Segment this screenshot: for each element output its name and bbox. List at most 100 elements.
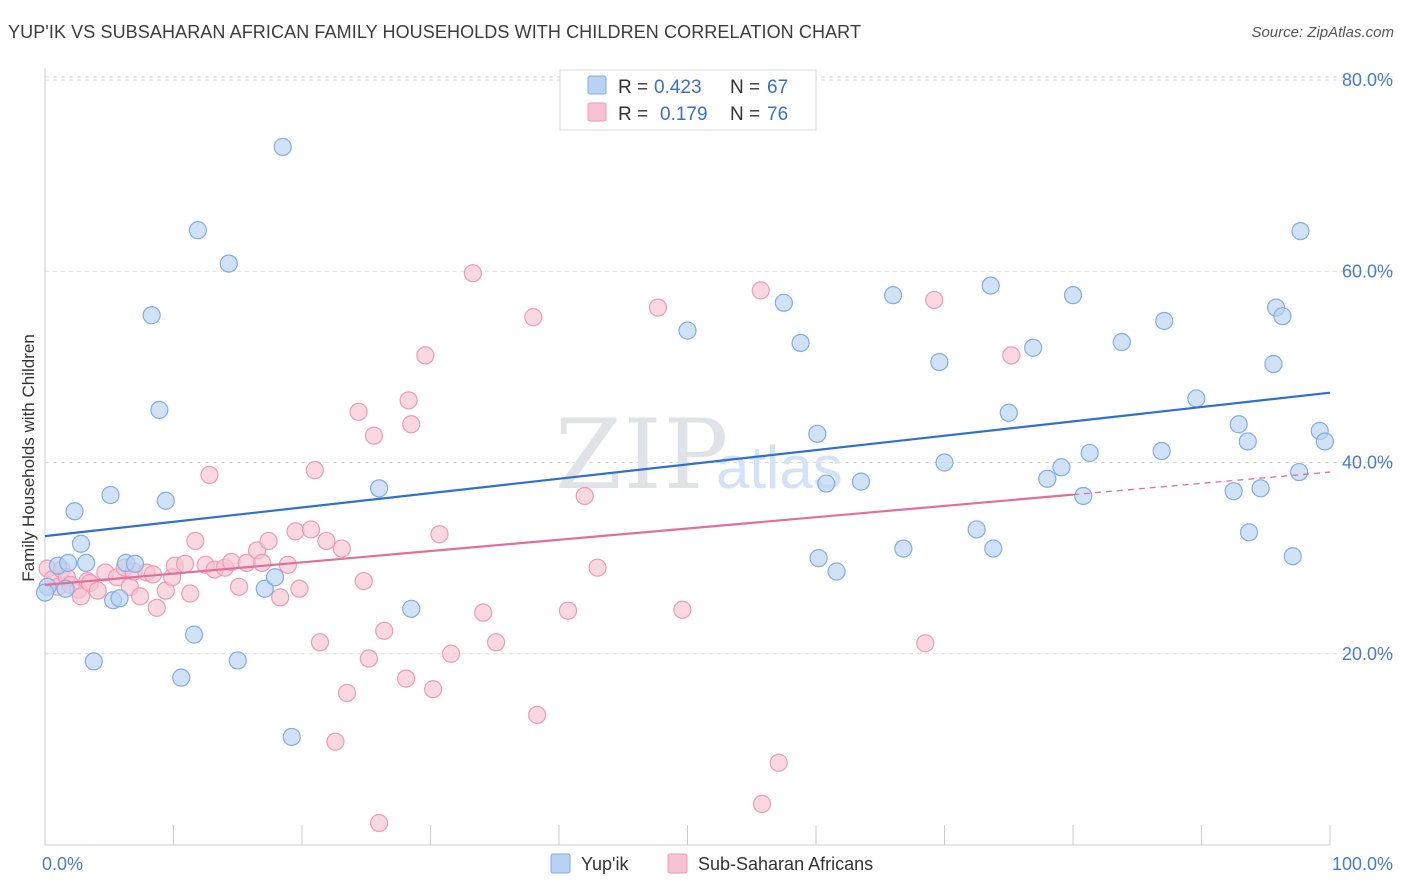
point-yupik: [402, 599, 421, 618]
point-yupik: [808, 424, 827, 443]
point-subsaharan: [229, 577, 249, 596]
point-subsaharan: [310, 633, 330, 652]
point-yupik: [101, 485, 120, 505]
point-yupik: [809, 549, 828, 568]
point-subsaharan: [370, 813, 389, 833]
point-subsaharan: [175, 554, 195, 573]
legend-swatch-yupik: [587, 75, 607, 95]
point-yupik: [678, 321, 697, 340]
point-subsaharan: [402, 415, 421, 434]
point-yupik: [1224, 482, 1243, 501]
legend-swatch-subsaharan: [587, 102, 607, 122]
point-yupik: [894, 539, 913, 558]
x-tick-label: 0.0%: [42, 854, 83, 874]
trend-lines: [44, 391, 1331, 586]
point-subsaharan: [71, 587, 91, 606]
point-yupik: [981, 276, 1000, 295]
y-tick-label: 40.0%: [1342, 453, 1393, 473]
point-yupik: [817, 474, 836, 493]
series-legend: Yup'ik Sub-Saharan Africans: [550, 853, 873, 874]
point-yupik: [1264, 354, 1283, 374]
point-subsaharan: [364, 426, 384, 445]
point-yupik: [1080, 443, 1099, 463]
point-subsaharan: [423, 680, 443, 699]
point-yupik: [1251, 479, 1270, 498]
point-yupik: [984, 539, 1003, 558]
point-subsaharan: [524, 308, 543, 327]
point-yupik: [1283, 547, 1302, 566]
watermark: ZIP atlas: [555, 399, 843, 511]
point-yupik: [265, 568, 285, 587]
point-subsaharan: [305, 461, 324, 480]
y-tick-label: 20.0%: [1342, 644, 1393, 664]
point-yupik: [84, 652, 103, 671]
point-yupik: [150, 400, 169, 420]
point-subsaharan: [430, 525, 449, 544]
point-subsaharan: [326, 732, 345, 751]
y-tick-labels: 20.0% 40.0% 60.0% 80.0%: [1342, 70, 1393, 664]
point-subsaharan: [271, 588, 290, 607]
point-yupik: [791, 333, 810, 353]
y-tick-label: 80.0%: [1342, 70, 1393, 90]
point-yupik: [1074, 486, 1093, 506]
point-subsaharan: [752, 794, 772, 813]
legend-label-subsaharan: Sub-Saharan Africans: [698, 854, 873, 874]
x-tick-label: 100.0%: [1332, 854, 1393, 874]
point-subsaharan: [354, 571, 373, 591]
point-yupik: [255, 579, 274, 598]
legend-n-value: 76: [767, 104, 788, 125]
point-yupik: [1024, 338, 1043, 357]
point-subsaharan: [575, 486, 594, 506]
point-yupik: [1290, 462, 1309, 482]
point-yupik: [156, 491, 175, 510]
axes: [44, 68, 1331, 846]
point-subsaharan: [925, 290, 944, 310]
point-yupik: [1152, 441, 1171, 461]
point-subsaharan: [332, 539, 351, 558]
point-subsaharan: [486, 633, 506, 652]
point-subsaharan: [588, 558, 607, 577]
point-yupik: [1229, 415, 1248, 434]
legend-label-yupik: Yup'ik: [581, 854, 629, 874]
point-subsaharan: [147, 598, 166, 617]
point-yupik: [142, 306, 161, 325]
point-yupik: [219, 254, 238, 273]
point-yupik: [1155, 311, 1174, 331]
legend-r-label: R =: [618, 104, 648, 125]
y-tick-label: 60.0%: [1342, 261, 1393, 281]
series-yupik-points: [35, 137, 1334, 747]
point-subsaharan: [528, 705, 547, 725]
point-subsaharan: [916, 634, 935, 653]
point-yupik: [1038, 469, 1057, 488]
point-subsaharan: [200, 465, 219, 485]
point-yupik: [1315, 432, 1334, 451]
point-yupik: [77, 553, 96, 573]
point-subsaharan: [286, 522, 305, 541]
point-yupik: [774, 293, 793, 312]
point-subsaharan: [769, 753, 788, 772]
point-yupik: [935, 453, 954, 472]
point-subsaharan: [317, 531, 336, 551]
point-subsaharan: [130, 587, 150, 606]
point-subsaharan: [396, 669, 416, 688]
point-yupik: [827, 562, 846, 581]
chart-title: YUP'IK VS SUBSAHARAN AFRICAN FAMILY HOUS…: [8, 22, 862, 42]
trend-line-yupik: [44, 391, 1331, 538]
point-subsaharan: [186, 531, 205, 551]
point-subsaharan: [399, 391, 418, 410]
point-yupik: [282, 727, 301, 747]
y-axis-label: Family Households with Children: [19, 334, 38, 582]
point-subsaharan: [1002, 346, 1021, 365]
point-yupik: [1291, 221, 1310, 241]
point-subsaharan: [751, 281, 770, 300]
point-subsaharan: [259, 531, 278, 551]
point-subsaharan: [349, 402, 368, 421]
point-yupik: [65, 502, 84, 521]
legend-r-label: R =: [618, 77, 648, 98]
x-tick-labels: 0.0% 100.0%: [42, 854, 1393, 874]
point-yupik: [184, 625, 204, 644]
point-yupik: [1238, 432, 1257, 451]
legend-r-value: 0.423: [654, 77, 702, 98]
point-yupik: [370, 479, 389, 498]
